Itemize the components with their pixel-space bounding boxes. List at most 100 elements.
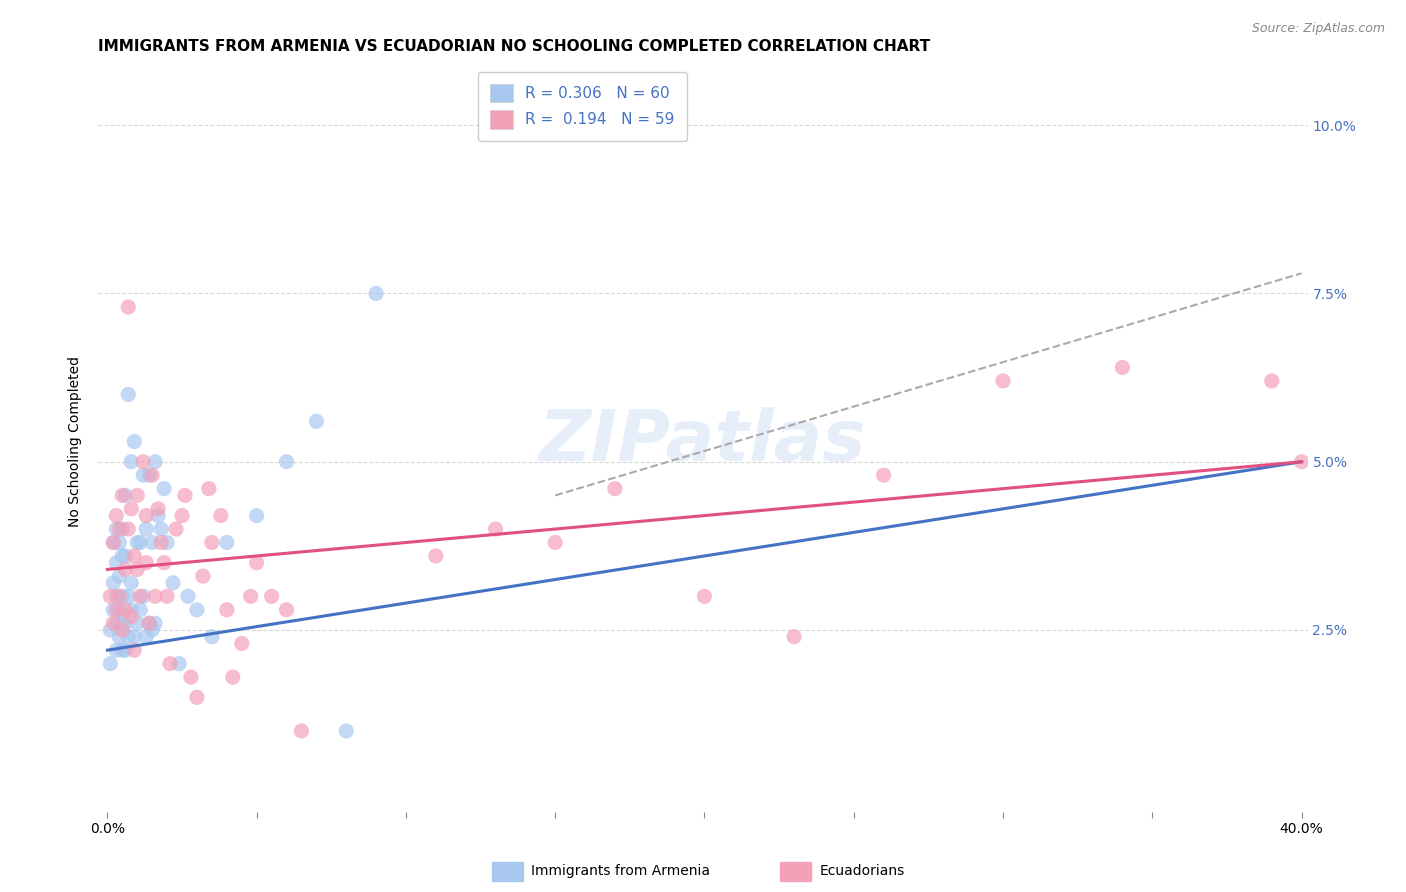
Point bbox=[111, 549, 134, 563]
Point bbox=[146, 508, 169, 523]
Point bbox=[103, 535, 125, 549]
Point bbox=[191, 569, 214, 583]
Point bbox=[111, 488, 134, 502]
Text: Immigrants from Armenia: Immigrants from Armenia bbox=[531, 864, 710, 879]
Point bbox=[246, 556, 269, 570]
Point bbox=[103, 616, 125, 631]
Point bbox=[117, 387, 139, 401]
Point bbox=[127, 535, 149, 549]
Point bbox=[120, 609, 142, 624]
Point bbox=[603, 482, 626, 496]
Point bbox=[143, 590, 166, 604]
Point bbox=[127, 562, 149, 576]
Point bbox=[783, 630, 806, 644]
Point bbox=[276, 603, 298, 617]
Text: IMMIGRANTS FROM ARMENIA VS ECUADORIAN NO SCHOOLING COMPLETED CORRELATION CHART: IMMIGRANTS FROM ARMENIA VS ECUADORIAN NO… bbox=[98, 38, 931, 54]
Point bbox=[1291, 455, 1313, 469]
Point bbox=[138, 468, 160, 483]
Point bbox=[114, 562, 136, 576]
Point bbox=[143, 616, 166, 631]
Point bbox=[186, 603, 208, 617]
Point bbox=[276, 455, 298, 469]
Point bbox=[153, 556, 176, 570]
Point bbox=[170, 508, 193, 523]
Point bbox=[114, 603, 136, 617]
Point bbox=[122, 549, 145, 563]
Point bbox=[103, 535, 125, 549]
Point bbox=[117, 522, 139, 536]
Point bbox=[209, 508, 232, 523]
Point bbox=[260, 590, 283, 604]
Point bbox=[150, 522, 173, 536]
Point bbox=[138, 616, 160, 631]
Point bbox=[98, 623, 121, 637]
Point bbox=[122, 643, 145, 657]
Point bbox=[132, 590, 155, 604]
Point bbox=[114, 616, 136, 631]
Point bbox=[165, 522, 187, 536]
Point bbox=[174, 488, 197, 502]
Text: Source: ZipAtlas.com: Source: ZipAtlas.com bbox=[1251, 22, 1385, 36]
Point bbox=[135, 630, 157, 644]
Point bbox=[114, 488, 136, 502]
Point bbox=[1261, 374, 1284, 388]
Point bbox=[135, 522, 157, 536]
Point bbox=[186, 690, 208, 705]
Point bbox=[305, 414, 328, 428]
Point bbox=[141, 623, 163, 637]
Point bbox=[135, 508, 157, 523]
Legend: R = 0.306   N = 60, R =  0.194   N = 59: R = 0.306 N = 60, R = 0.194 N = 59 bbox=[478, 71, 686, 141]
Point bbox=[138, 616, 160, 631]
Point bbox=[117, 300, 139, 314]
Point bbox=[544, 535, 567, 549]
Point bbox=[167, 657, 190, 671]
Point bbox=[135, 556, 157, 570]
Point bbox=[103, 575, 125, 590]
Point bbox=[132, 455, 155, 469]
Point bbox=[120, 455, 142, 469]
Point bbox=[156, 590, 179, 604]
Point bbox=[108, 590, 131, 604]
Point bbox=[105, 590, 128, 604]
Point bbox=[108, 630, 131, 644]
Point bbox=[105, 508, 128, 523]
Point bbox=[132, 468, 155, 483]
Point bbox=[108, 603, 131, 617]
Point bbox=[872, 468, 894, 483]
Point bbox=[991, 374, 1014, 388]
Point bbox=[111, 590, 134, 604]
Point bbox=[177, 590, 200, 604]
Point bbox=[114, 549, 136, 563]
Point bbox=[143, 455, 166, 469]
Point bbox=[117, 590, 139, 604]
Point bbox=[146, 501, 169, 516]
Point bbox=[117, 630, 139, 644]
Point bbox=[425, 549, 447, 563]
Point bbox=[484, 522, 506, 536]
Point bbox=[105, 556, 128, 570]
Point bbox=[111, 616, 134, 631]
Point bbox=[111, 643, 134, 657]
Point bbox=[222, 670, 245, 684]
Point bbox=[120, 603, 142, 617]
Point bbox=[114, 643, 136, 657]
Point bbox=[98, 657, 121, 671]
Point bbox=[108, 535, 131, 549]
Point bbox=[156, 535, 179, 549]
Point bbox=[120, 575, 142, 590]
Point bbox=[141, 468, 163, 483]
Point bbox=[120, 501, 142, 516]
Point bbox=[103, 603, 125, 617]
Point bbox=[127, 616, 149, 631]
Point bbox=[201, 535, 224, 549]
Y-axis label: No Schooling Completed: No Schooling Completed bbox=[69, 356, 83, 527]
Point bbox=[1111, 360, 1133, 375]
Point bbox=[290, 723, 312, 738]
Point bbox=[201, 630, 224, 644]
Point bbox=[693, 590, 716, 604]
Point bbox=[108, 522, 131, 536]
Point bbox=[215, 535, 238, 549]
Point bbox=[129, 603, 152, 617]
Point bbox=[159, 657, 181, 671]
Point bbox=[122, 434, 145, 449]
